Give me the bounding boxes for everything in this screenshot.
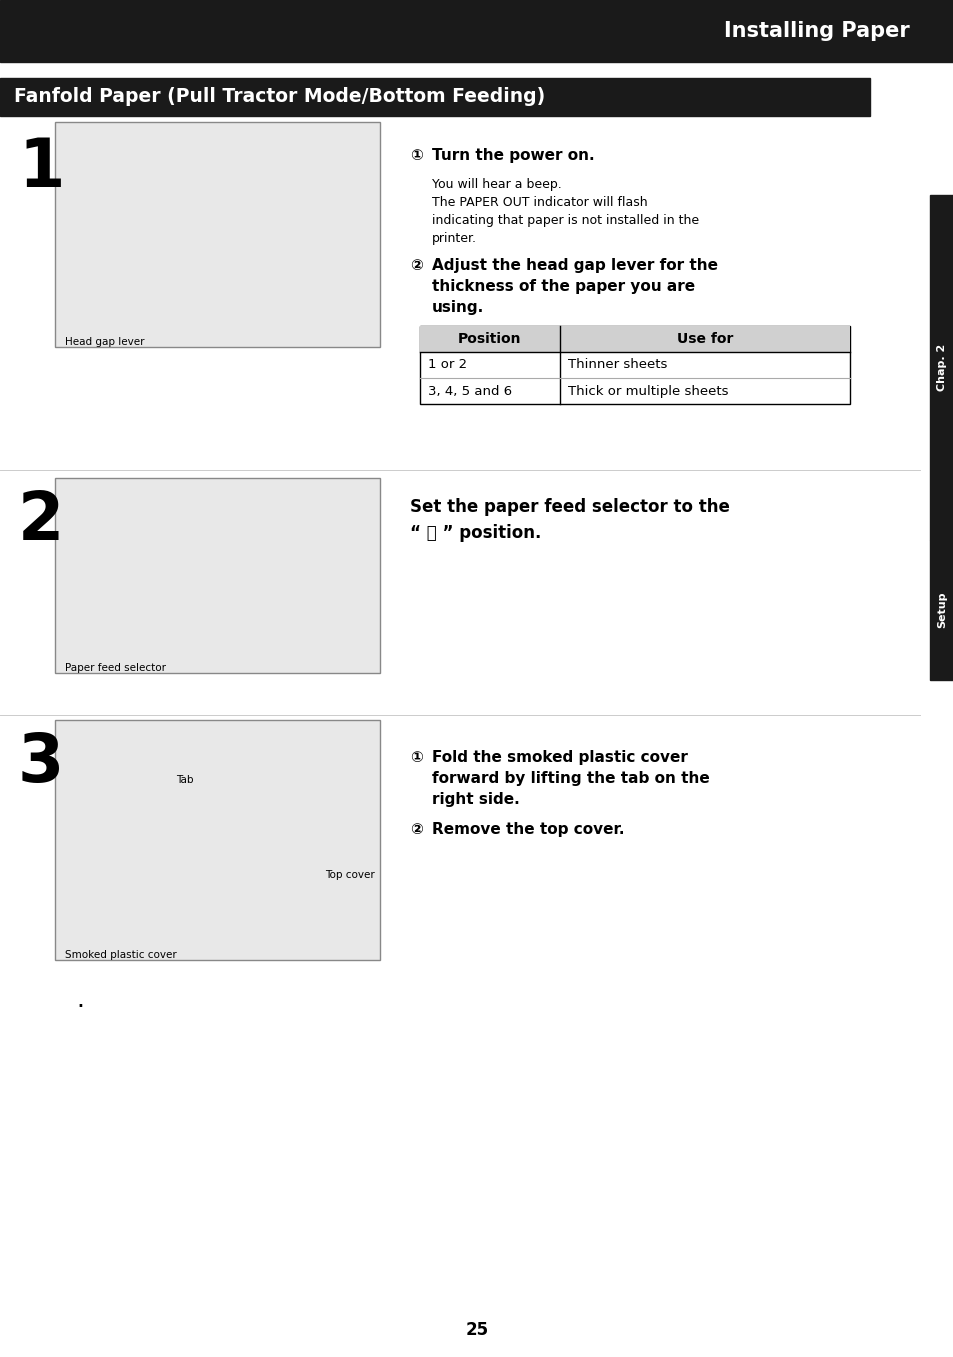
Text: Top cover: Top cover bbox=[325, 870, 375, 879]
Text: Tab: Tab bbox=[176, 775, 193, 784]
Text: Head gap lever: Head gap lever bbox=[65, 337, 144, 347]
Text: Remove the top cover.: Remove the top cover. bbox=[432, 822, 624, 837]
Bar bbox=[55, 478, 379, 673]
Bar bbox=[0, 0, 953, 62]
Text: Thinner sheets: Thinner sheets bbox=[567, 358, 667, 372]
Text: 1 or 2: 1 or 2 bbox=[428, 358, 467, 372]
Text: 1: 1 bbox=[18, 134, 65, 201]
Bar bbox=[419, 326, 849, 351]
Text: 3: 3 bbox=[18, 730, 64, 797]
Text: ①: ① bbox=[410, 750, 422, 765]
Text: You will hear a beep.
The PAPER OUT indicator will flash
indicating that paper i: You will hear a beep. The PAPER OUT indi… bbox=[432, 178, 699, 246]
Text: Paper feed selector: Paper feed selector bbox=[65, 664, 166, 673]
Text: ②: ② bbox=[410, 258, 422, 273]
Text: Smoked plastic cover: Smoked plastic cover bbox=[65, 950, 176, 959]
Text: Fold the smoked plastic cover
forward by lifting the tab on the
right side.: Fold the smoked plastic cover forward by… bbox=[432, 750, 709, 807]
Text: ①: ① bbox=[410, 148, 422, 163]
Text: .: . bbox=[76, 988, 84, 1012]
Text: Installing Paper: Installing Paper bbox=[723, 20, 909, 41]
Bar bbox=[0, 77, 869, 115]
Text: Position: Position bbox=[457, 332, 521, 346]
Text: 25: 25 bbox=[465, 1320, 488, 1339]
Text: Use for: Use for bbox=[676, 332, 733, 346]
Text: 2: 2 bbox=[18, 489, 64, 554]
Text: Setup: Setup bbox=[936, 592, 946, 628]
Text: Set the paper feed selector to the
“ ⧈ ” position.: Set the paper feed selector to the “ ⧈ ”… bbox=[410, 498, 729, 543]
Text: Turn the power on.: Turn the power on. bbox=[432, 148, 594, 163]
Bar bbox=[419, 326, 849, 404]
Text: Thick or multiple sheets: Thick or multiple sheets bbox=[567, 384, 728, 398]
Text: Adjust the head gap lever for the
thickness of the paper you are
using.: Adjust the head gap lever for the thickn… bbox=[432, 258, 718, 315]
Text: Fanfold Paper (Pull Tractor Mode/Bottom Feeding): Fanfold Paper (Pull Tractor Mode/Bottom … bbox=[14, 87, 545, 106]
Bar bbox=[929, 540, 953, 680]
Text: Chap. 2: Chap. 2 bbox=[936, 343, 946, 391]
Bar bbox=[55, 122, 379, 347]
Text: ②: ② bbox=[410, 822, 422, 837]
Text: 3, 4, 5 and 6: 3, 4, 5 and 6 bbox=[428, 384, 512, 398]
Bar bbox=[55, 721, 379, 959]
Bar bbox=[929, 195, 953, 540]
